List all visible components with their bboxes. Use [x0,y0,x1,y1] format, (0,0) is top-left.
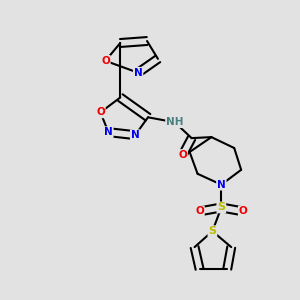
Text: N: N [104,127,113,137]
Text: O: O [178,150,187,160]
Text: N: N [131,130,140,140]
Text: S: S [217,202,225,212]
Text: O: O [96,107,105,117]
Text: N: N [217,180,226,190]
Text: N: N [134,68,142,78]
Text: O: O [239,206,248,216]
Text: S: S [208,226,216,236]
Text: O: O [101,56,110,66]
Text: NH: NH [166,117,184,127]
Text: O: O [195,206,204,216]
